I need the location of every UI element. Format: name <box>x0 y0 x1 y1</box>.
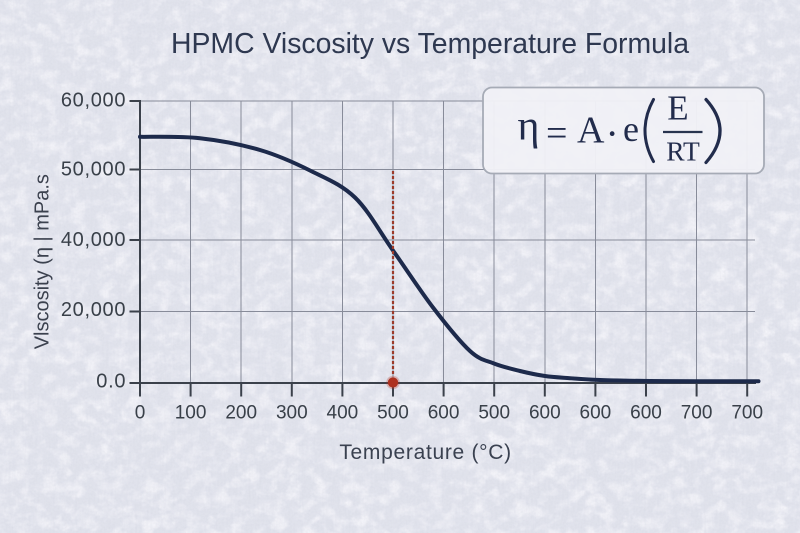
svg-text:50,000: 50,000 <box>61 159 126 181</box>
svg-text:400: 400 <box>327 403 359 424</box>
svg-text:300: 300 <box>276 403 308 424</box>
svg-text:η: η <box>518 104 540 150</box>
svg-text:RT: RT <box>666 136 700 167</box>
svg-text:100: 100 <box>175 403 207 424</box>
svg-text:Vlscosity (η | mPa.s: Vlscosity (η | mPa.s <box>31 174 53 349</box>
svg-text:600: 600 <box>529 403 561 424</box>
svg-text:0: 0 <box>135 403 146 424</box>
svg-text:500: 500 <box>377 403 409 424</box>
svg-text:e: e <box>623 109 639 149</box>
svg-text:E: E <box>667 89 688 128</box>
svg-text:60,000: 60,000 <box>61 89 126 111</box>
svg-text:40,000: 40,000 <box>61 229 126 251</box>
svg-text:=: = <box>546 113 567 155</box>
svg-text:600: 600 <box>428 403 460 424</box>
svg-text:700: 700 <box>731 403 763 424</box>
svg-text:600: 600 <box>630 403 662 424</box>
svg-text:·: · <box>606 111 619 156</box>
svg-text:A: A <box>577 110 605 152</box>
svg-text:600: 600 <box>580 403 612 424</box>
svg-text:Temperature (°C): Temperature (°C) <box>339 441 511 464</box>
svg-text:0.0: 0.0 <box>96 370 126 392</box>
svg-text:500: 500 <box>478 403 510 424</box>
svg-text:20,000: 20,000 <box>61 299 126 321</box>
svg-text:HPMC Viscosity vs Temperature: HPMC Viscosity vs Temperature Formula <box>171 28 689 60</box>
svg-text:700: 700 <box>681 403 713 424</box>
svg-text:200: 200 <box>225 403 257 424</box>
